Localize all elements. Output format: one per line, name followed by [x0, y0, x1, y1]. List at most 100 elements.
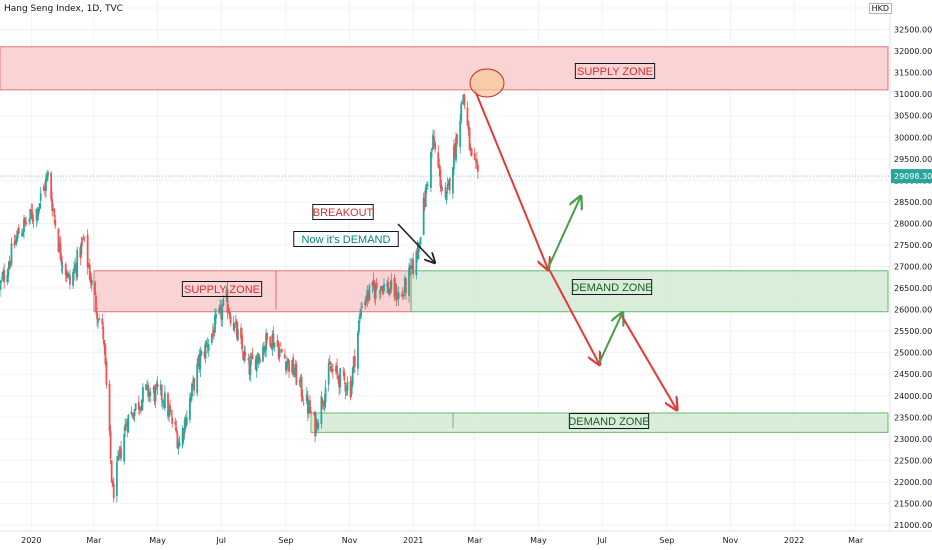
- y-tick-label: 32500.00: [894, 26, 932, 35]
- x-tick-label: 2021: [403, 536, 423, 545]
- candle-body: [124, 424, 127, 431]
- candle-body: [371, 281, 374, 287]
- candle-body: [337, 375, 339, 379]
- candle-body: [167, 393, 169, 417]
- candle-body: [300, 376, 303, 398]
- candle-body: [335, 366, 337, 373]
- candle-body: [346, 381, 349, 391]
- candle-body: [35, 208, 38, 220]
- candle-body: [433, 136, 435, 147]
- candle-body: [196, 363, 199, 394]
- candle-body: [258, 357, 261, 363]
- candle-body: [10, 243, 13, 265]
- candle-body: [120, 448, 122, 459]
- candle-body: [6, 274, 9, 283]
- candle-body: [177, 443, 180, 449]
- candle-body: [30, 209, 33, 214]
- candle-body: [139, 408, 142, 411]
- candle-body: [374, 283, 377, 299]
- candle-body: [273, 342, 276, 348]
- candle-body: [102, 326, 105, 340]
- zone-label-1-text: SUPPLY ZONE: [184, 284, 260, 296]
- candle-body: [286, 362, 288, 369]
- candle-body: [117, 455, 119, 461]
- candle-body: [366, 289, 369, 302]
- candle-body: [215, 313, 217, 319]
- candle-body: [278, 348, 281, 357]
- zone-label-1-box: [181, 281, 263, 297]
- y-tick-label: 29500.00: [894, 155, 932, 164]
- candle-body: [324, 387, 327, 403]
- candle-body: [203, 351, 206, 357]
- candle-body: [126, 421, 129, 431]
- candle-body: [232, 323, 235, 331]
- candle-body: [466, 107, 469, 126]
- candle-body: [38, 203, 41, 209]
- candle-body: [227, 310, 230, 314]
- candle-body: [234, 320, 237, 322]
- supply-zone-rect-0: [0, 46, 889, 91]
- candle-body: [426, 185, 429, 186]
- candle-body: [175, 427, 178, 433]
- candle-body: [250, 356, 253, 359]
- x-tick-label: Mar: [848, 536, 864, 545]
- y-tick-label: 30000.00: [894, 133, 932, 142]
- breakout-arrow: [397, 223, 434, 262]
- zone-label-2: DEMAND ZONE: [571, 279, 653, 295]
- last-price-badge: [891, 169, 932, 184]
- candle-body: [127, 415, 130, 433]
- zone-label-3-box: [568, 413, 650, 429]
- y-tick-label: 31000.00: [894, 90, 932, 99]
- candle-body: [411, 258, 414, 270]
- candle-body: [350, 381, 353, 395]
- candle-body: [14, 240, 17, 244]
- candle-body: [383, 283, 385, 292]
- candle-body: [61, 265, 64, 267]
- candle-body: [255, 355, 258, 372]
- candle-body: [431, 148, 433, 151]
- candle-body: [235, 321, 238, 338]
- candle-body: [386, 283, 389, 287]
- candle-body: [419, 237, 422, 245]
- candle-body: [378, 291, 381, 294]
- candle-body: [94, 281, 96, 296]
- candle-body: [42, 186, 45, 191]
- candle-body: [475, 159, 478, 164]
- candle-body: [440, 184, 443, 189]
- candle-body: [73, 268, 75, 274]
- zone-label-3: DEMAND ZONE: [568, 413, 650, 429]
- candle-body: [310, 411, 312, 413]
- candle-body: [221, 307, 224, 320]
- candle-body: [461, 102, 464, 104]
- candle-body: [416, 247, 419, 257]
- candle-body: [39, 193, 42, 201]
- candle-body: [345, 390, 348, 392]
- candle-body: [72, 272, 74, 286]
- candle-body: [119, 446, 121, 455]
- candle-body: [470, 149, 473, 156]
- y-tick-label: 26500.00: [894, 284, 932, 293]
- candle-body: [454, 144, 456, 158]
- candle-body: [360, 309, 362, 317]
- candle-body: [134, 403, 137, 410]
- candle-body: [104, 344, 107, 365]
- candle-body: [163, 392, 166, 409]
- candle-body: [58, 243, 61, 251]
- candle-body: [394, 284, 397, 297]
- y-tick-label: 24000.00: [894, 392, 932, 401]
- candle-body: [101, 318, 104, 325]
- candle-body: [115, 461, 118, 497]
- candle-body: [280, 348, 283, 353]
- candle-body: [108, 383, 111, 432]
- candle-body: [51, 198, 54, 212]
- candle-body: [74, 264, 77, 270]
- x-tick-label: Nov: [723, 536, 739, 545]
- candle-body: [123, 434, 126, 462]
- x-tick-label: Sep: [659, 536, 674, 545]
- x-tick-label: Mar: [467, 536, 483, 545]
- candle-body: [9, 263, 12, 265]
- candle-body: [90, 279, 93, 286]
- candle-body: [191, 383, 193, 397]
